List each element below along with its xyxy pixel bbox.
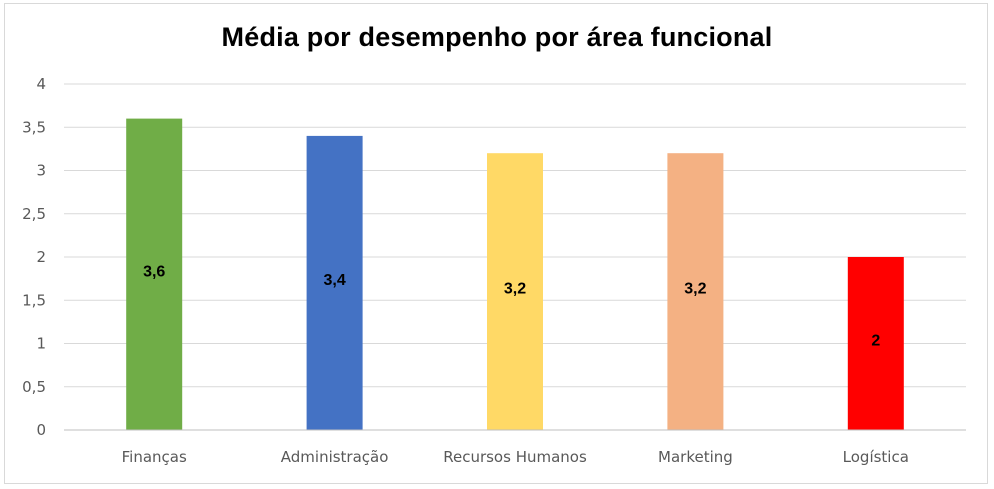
y-tick-label: 3 [36, 162, 46, 180]
data-label: 3,4 [323, 272, 345, 289]
y-tick-label: 1,5 [22, 291, 46, 309]
bars [126, 119, 904, 430]
data-label: 3,2 [504, 281, 526, 298]
y-tick-label: 2 [36, 248, 46, 266]
data-label: 2 [871, 333, 880, 350]
y-tick-label: 3,5 [22, 118, 46, 136]
x-tick-label: Recursos Humanos [443, 448, 587, 466]
y-tick-label: 0,5 [22, 378, 46, 396]
x-tick-label: Logística [843, 448, 909, 466]
x-tick-label: Finanças [122, 448, 187, 466]
y-tick-label: 2,5 [22, 205, 46, 223]
data-label: 3,2 [684, 281, 706, 298]
x-tick-label: Marketing [658, 448, 733, 466]
data-label: 3,6 [143, 263, 165, 280]
x-tick-label: Administração [281, 448, 389, 466]
y-tick-label: 1 [36, 335, 46, 353]
y-tick-label: 0 [36, 421, 46, 439]
y-tick-label: 4 [36, 75, 46, 93]
